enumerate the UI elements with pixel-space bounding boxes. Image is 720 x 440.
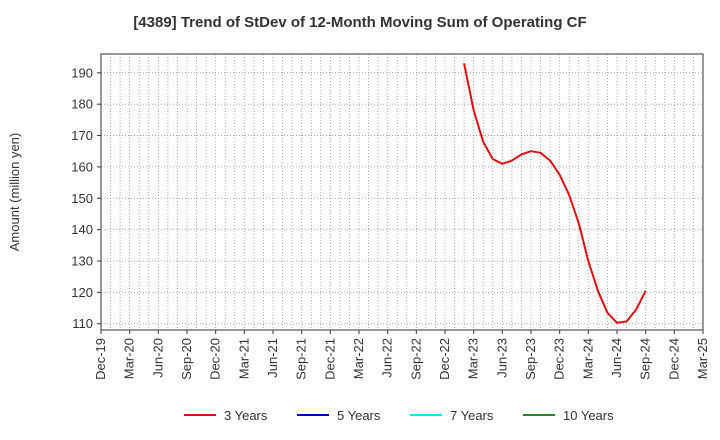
y-tick-label: 190 <box>71 65 93 80</box>
grid-layer <box>101 54 703 330</box>
y-tick-label: 110 <box>72 316 93 331</box>
x-tick-label: Mar-21 <box>236 338 251 379</box>
axis-layer: 110 120 130 140 150 160 170 180 190 Dec-19 Mar-20 J… <box>71 65 710 380</box>
y-tick-label: 160 <box>71 159 93 174</box>
x-tick-label: Sep-23 <box>523 338 538 380</box>
y-tick-label: 120 <box>71 285 93 300</box>
y-tick-label: 150 <box>71 191 93 206</box>
x-tick-label: Dec-23 <box>552 338 567 380</box>
x-tick-label: Dec-20 <box>208 338 223 380</box>
legend-label: 3 Years <box>224 408 268 423</box>
legend: 3 Years 5 Years 7 Years 10 Years <box>184 408 614 423</box>
x-tick-label: Dec-24 <box>666 338 681 380</box>
x-tick-label: Mar-24 <box>580 338 595 379</box>
y-tick-label: 180 <box>71 97 93 112</box>
x-tick-label: Sep-24 <box>638 338 653 380</box>
y-tick-label: 170 <box>71 128 93 143</box>
x-tick-label: Dec-22 <box>437 338 452 380</box>
x-tick-label: Mar-23 <box>466 338 481 379</box>
x-tick-label: Jun-22 <box>380 338 395 378</box>
x-tick-label: Jun-20 <box>150 338 165 378</box>
y-axis-title: Amount (million yen) <box>7 133 22 252</box>
series-line <box>463 63 647 324</box>
x-tick-label: Jun-23 <box>494 338 509 378</box>
x-tick-label: Dec-19 <box>93 338 108 380</box>
x-tick-label: Mar-25 <box>695 338 710 379</box>
x-tick-label: Mar-20 <box>122 338 137 379</box>
y-tick-label: 140 <box>71 222 93 237</box>
legend-label: 7 Years <box>450 408 494 423</box>
plot-frame <box>100 53 704 331</box>
x-tick-label: Jun-24 <box>609 338 624 378</box>
legend-label: 10 Years <box>563 408 614 423</box>
chart-title: [4389] Trend of StDev of 12-Month Moving… <box>133 14 587 31</box>
series-layer <box>463 63 647 324</box>
x-tick-label: Sep-20 <box>179 338 194 380</box>
x-tick-label: Sep-21 <box>294 338 309 380</box>
x-tick-label: Sep-22 <box>408 338 423 380</box>
legend-label: 5 Years <box>337 408 381 423</box>
y-tick-label: 130 <box>71 254 93 269</box>
x-tick-label: Mar-22 <box>351 338 366 379</box>
x-tick-label: Jun-21 <box>265 338 280 378</box>
x-tick-label: Dec-21 <box>322 338 337 380</box>
